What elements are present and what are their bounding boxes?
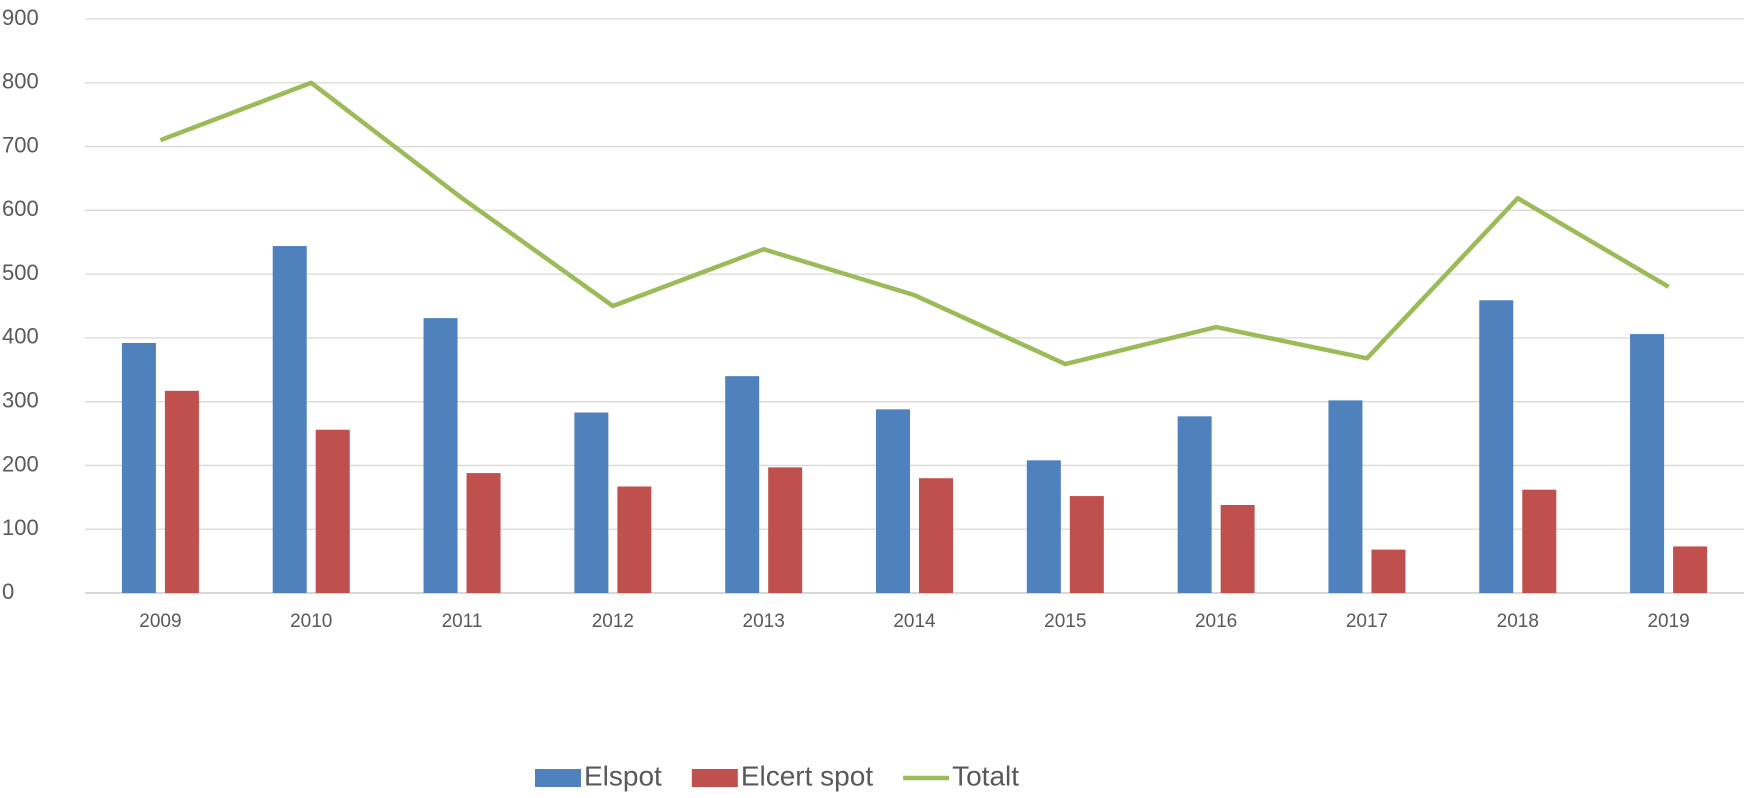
bar (423, 318, 458, 593)
x-tick-label: 2019 (1647, 611, 1689, 632)
x-tick-label: 2012 (592, 611, 634, 632)
legend-label: Elcert spot (741, 760, 873, 791)
bar (1630, 334, 1665, 593)
y-tick-label: 100 (2, 515, 39, 540)
x-tick-label: 2010 (290, 611, 332, 632)
x-tick-label: 2017 (1346, 611, 1388, 632)
x-tick-label: 2016 (1195, 611, 1237, 632)
legend-swatch (691, 769, 738, 787)
bar (1220, 504, 1255, 593)
y-tick-label: 700 (2, 132, 39, 157)
bar (1069, 496, 1104, 593)
line (159, 80, 1670, 367)
y-tick-label: 500 (2, 260, 39, 285)
bar (919, 478, 953, 593)
y-tick-label: 600 (2, 196, 39, 221)
bar (315, 429, 350, 593)
y-tick-label: 200 (2, 451, 39, 476)
x-tick-label: 2009 (139, 611, 181, 632)
bar (1371, 549, 1406, 593)
bar (725, 376, 760, 593)
x-tick-label: 2015 (1044, 611, 1086, 632)
x-tick-label: 2011 (442, 611, 483, 632)
y-tick-label: 300 (2, 387, 39, 412)
bar (1479, 300, 1514, 593)
x-tick-label: 2013 (743, 611, 785, 632)
bar (272, 246, 307, 593)
bar (1177, 416, 1212, 593)
legend-label: Elspot (584, 760, 662, 791)
bar (617, 486, 652, 593)
x-tick-label: 2014 (893, 611, 936, 632)
bar (164, 390, 199, 593)
y-tick-label: 900 (2, 5, 39, 30)
legend-label: Totalt (952, 760, 1019, 791)
y-tick-label: 800 (2, 69, 39, 94)
bar (1328, 400, 1363, 593)
bar (466, 473, 501, 593)
y-tick-label: 0 (2, 579, 14, 604)
bar (121, 342, 156, 593)
bar (768, 467, 803, 593)
legend-swatch (535, 769, 581, 787)
x-tick-label: 2018 (1497, 611, 1539, 632)
bar (1673, 546, 1708, 593)
bar (1026, 460, 1061, 593)
bar (574, 412, 609, 593)
bar (876, 409, 910, 593)
y-tick-label: 400 (2, 324, 39, 349)
bar (1522, 489, 1557, 593)
